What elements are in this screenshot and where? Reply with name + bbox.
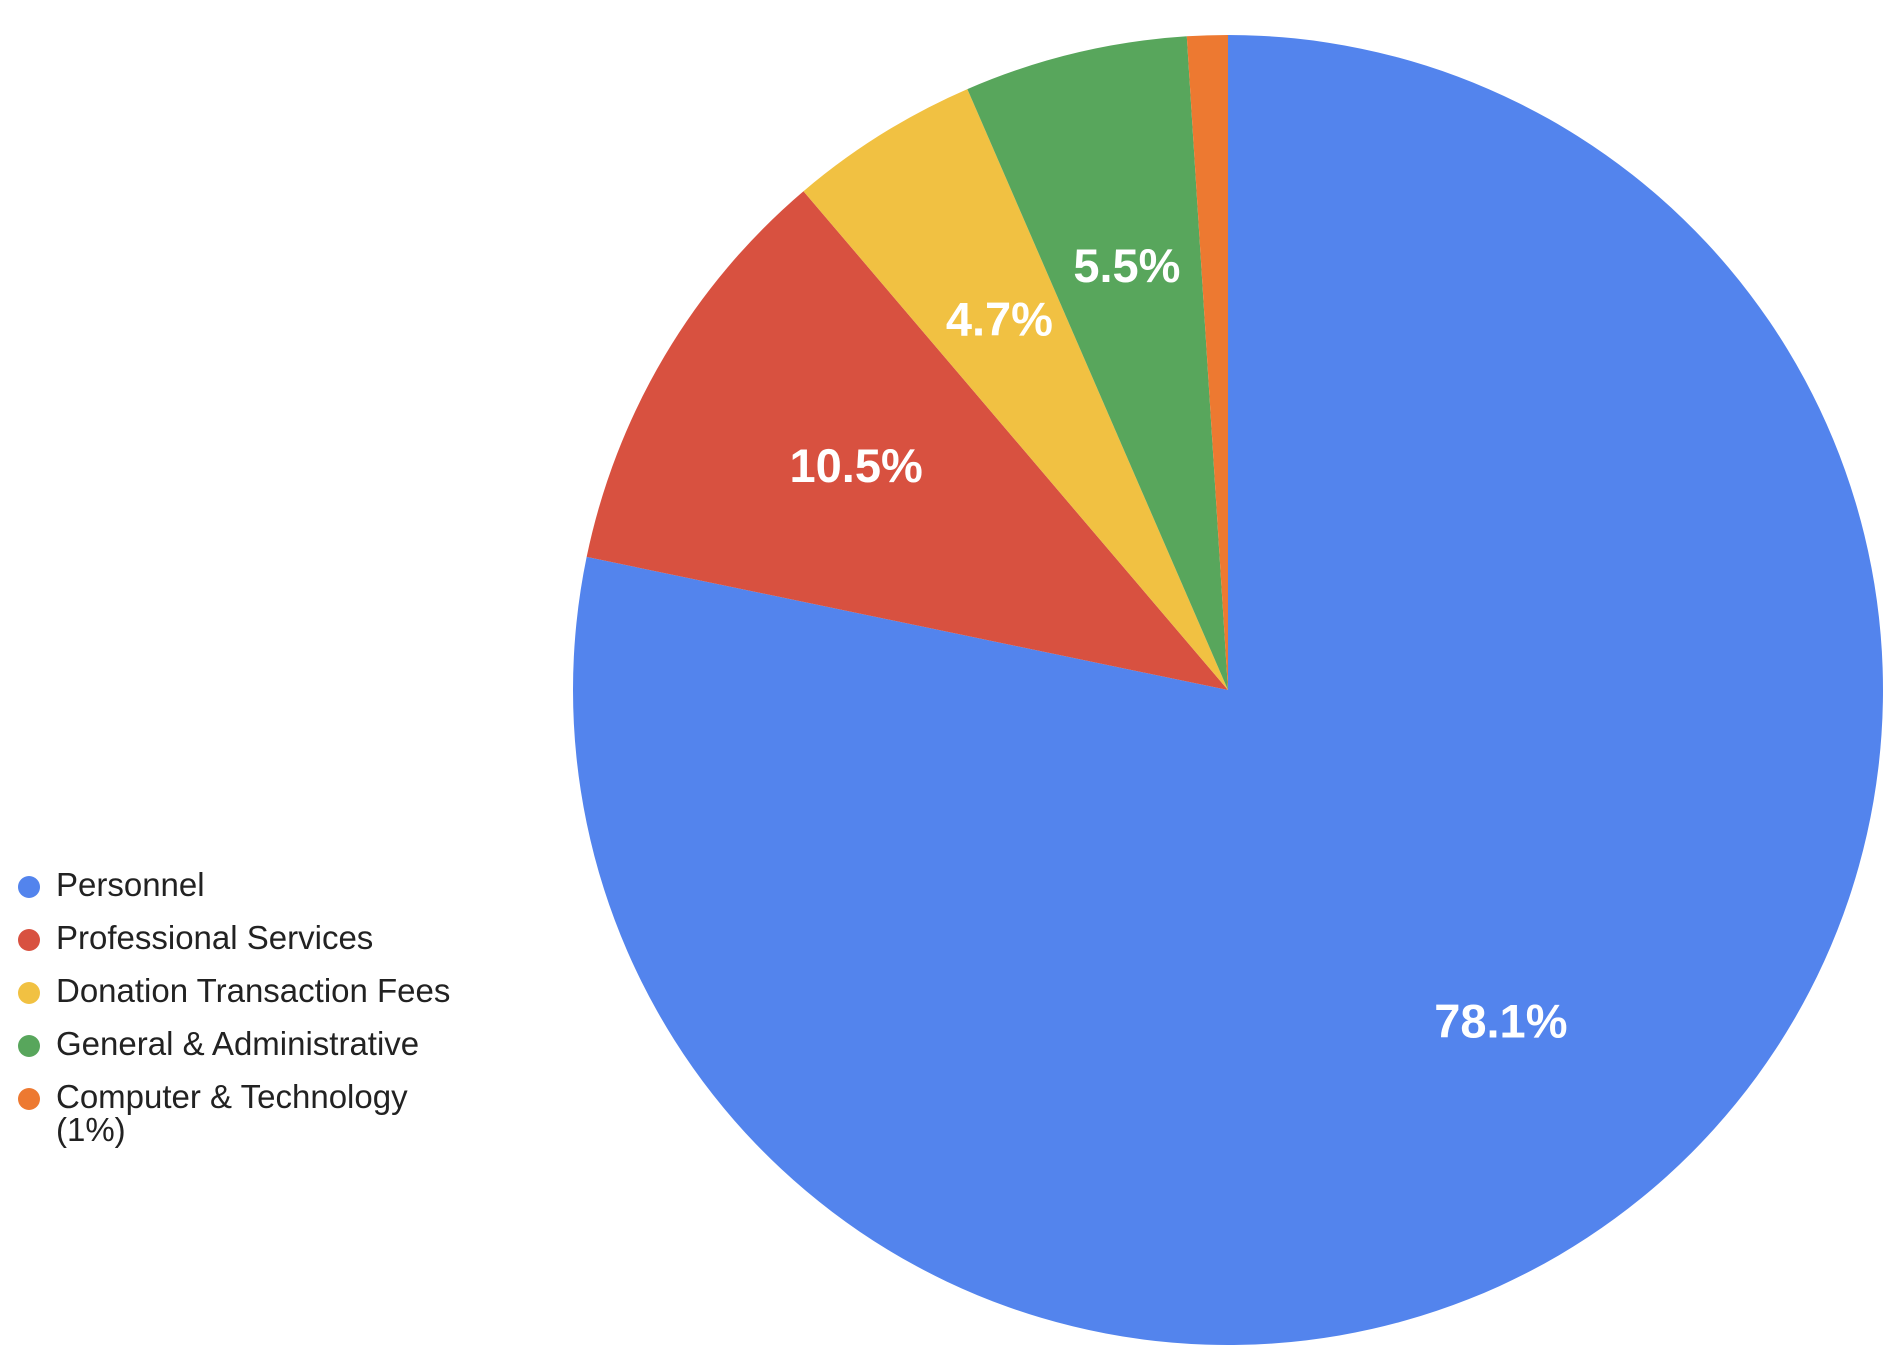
chart-legend: Personnel Professional Services Donation T… (18, 868, 478, 1166)
legend-label: Donation Transaction Fees (56, 972, 451, 1009)
legend-item: Computer & Technology (1%) (18, 1080, 478, 1146)
legend-item: Professional Services (18, 921, 478, 954)
legend-dot-icon (18, 929, 40, 951)
slice-label: 10.5% (789, 439, 922, 492)
legend-item: Donation Transaction Fees (18, 974, 478, 1007)
legend-label: General & Administrative (56, 1025, 420, 1062)
pie-slices (573, 35, 1884, 1345)
legend-item: Personnel (18, 868, 478, 901)
pie-slice-donation-transaction-fees (803, 89, 1228, 691)
legend-item: General & Administrative (18, 1027, 478, 1060)
pie-slice-personnel (573, 35, 1884, 1345)
pie-slice-general-administrative (967, 36, 1228, 691)
pie-slice-computer-technology-1 (1186, 35, 1228, 690)
legend-dot-icon (18, 1088, 40, 1110)
pie-labels: 78.1% 10.5% 4.7% 5.5% (789, 239, 1567, 1048)
legend-label: Professional Services (56, 919, 374, 956)
slice-label: 78.1% (1434, 995, 1567, 1048)
legend-label: Personnel (56, 866, 205, 903)
legend-label: Computer & Technology (1%) (56, 1078, 408, 1148)
pie-slice-professional-services (586, 191, 1228, 690)
slice-label: 4.7% (946, 293, 1053, 346)
legend-dot-icon (18, 876, 40, 898)
legend-dot-icon (18, 982, 40, 1004)
legend-dot-icon (18, 1035, 40, 1057)
slice-label: 5.5% (1073, 239, 1180, 292)
